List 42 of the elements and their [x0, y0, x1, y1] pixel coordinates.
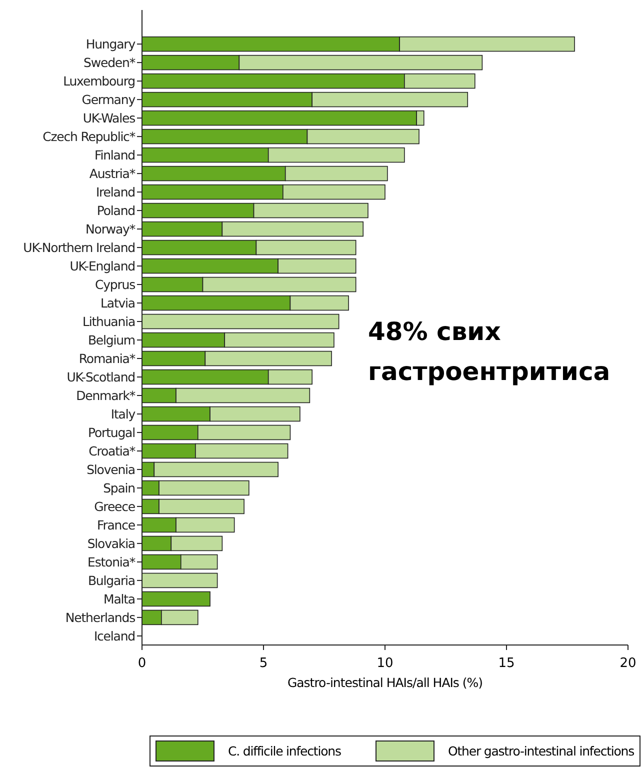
y-tick-label: Ireland	[96, 184, 135, 200]
y-tick-label: Romania*	[78, 350, 136, 366]
x-axis-title: Gastro-intestinal HAIs/all HAIs (%)	[287, 675, 483, 690]
y-tick-label: Estonia*	[88, 554, 136, 570]
y-tick-label: Greece	[94, 498, 136, 514]
y-tick-label: Belgium	[88, 332, 136, 348]
y-tick-label: Lithuania	[82, 314, 135, 329]
y-tick-label: France	[97, 517, 136, 532]
y-tick-label: Slovakia	[87, 536, 135, 551]
legend-label: Other gastro-intestinal infections	[448, 743, 634, 758]
y-tick-label: Czech Republic*	[42, 128, 136, 144]
y-tick-label: Austria*	[89, 166, 136, 181]
y-tick-label: Norway*	[86, 221, 136, 236]
y-tick-label: Iceland	[94, 628, 135, 644]
x-tick-label: 0	[138, 656, 146, 671]
y-tick-label: Croatia*	[88, 443, 136, 458]
y-tick-label: Luxembourg	[63, 73, 135, 88]
y-tick-label: UK-Scotland	[66, 369, 135, 384]
y-tick-label: UK-England	[70, 258, 135, 274]
y-tick-label: Germany	[82, 92, 136, 107]
y-tick-label: Finland	[94, 147, 135, 162]
y-tick-label: Italy	[110, 406, 136, 422]
y-tick-label: UK-Northern Ireland	[23, 240, 135, 255]
x-tick-label: 15	[498, 656, 515, 671]
x-tick-label: 5	[259, 656, 268, 671]
annotation: 48% свих гастроентритиса	[368, 317, 610, 386]
x-tick-label: 20	[620, 656, 636, 671]
y-tick-label: Denmark*	[76, 388, 136, 403]
legend-label: C. difficile infections	[228, 743, 341, 758]
y-tick-label: Portugal	[88, 424, 136, 440]
y-tick-label: Poland	[96, 202, 135, 218]
y-tick-label: Slovenia	[86, 462, 135, 477]
y-tick-label: Malta	[104, 591, 135, 606]
y-tick-label: Spain	[103, 480, 135, 496]
y-tick-label: Hungary	[86, 36, 136, 52]
y-tick-label: Bulgaria	[88, 572, 135, 588]
y-tick-label: Latvia	[100, 295, 135, 310]
y-tick-label: UK-Wales	[82, 110, 136, 126]
y-tick-label: Sweden*	[84, 54, 136, 70]
y-tick-label: Cyprus	[94, 276, 136, 292]
x-tick-label: 10	[376, 656, 394, 671]
y-tick-label: Netherlands	[65, 610, 136, 625]
